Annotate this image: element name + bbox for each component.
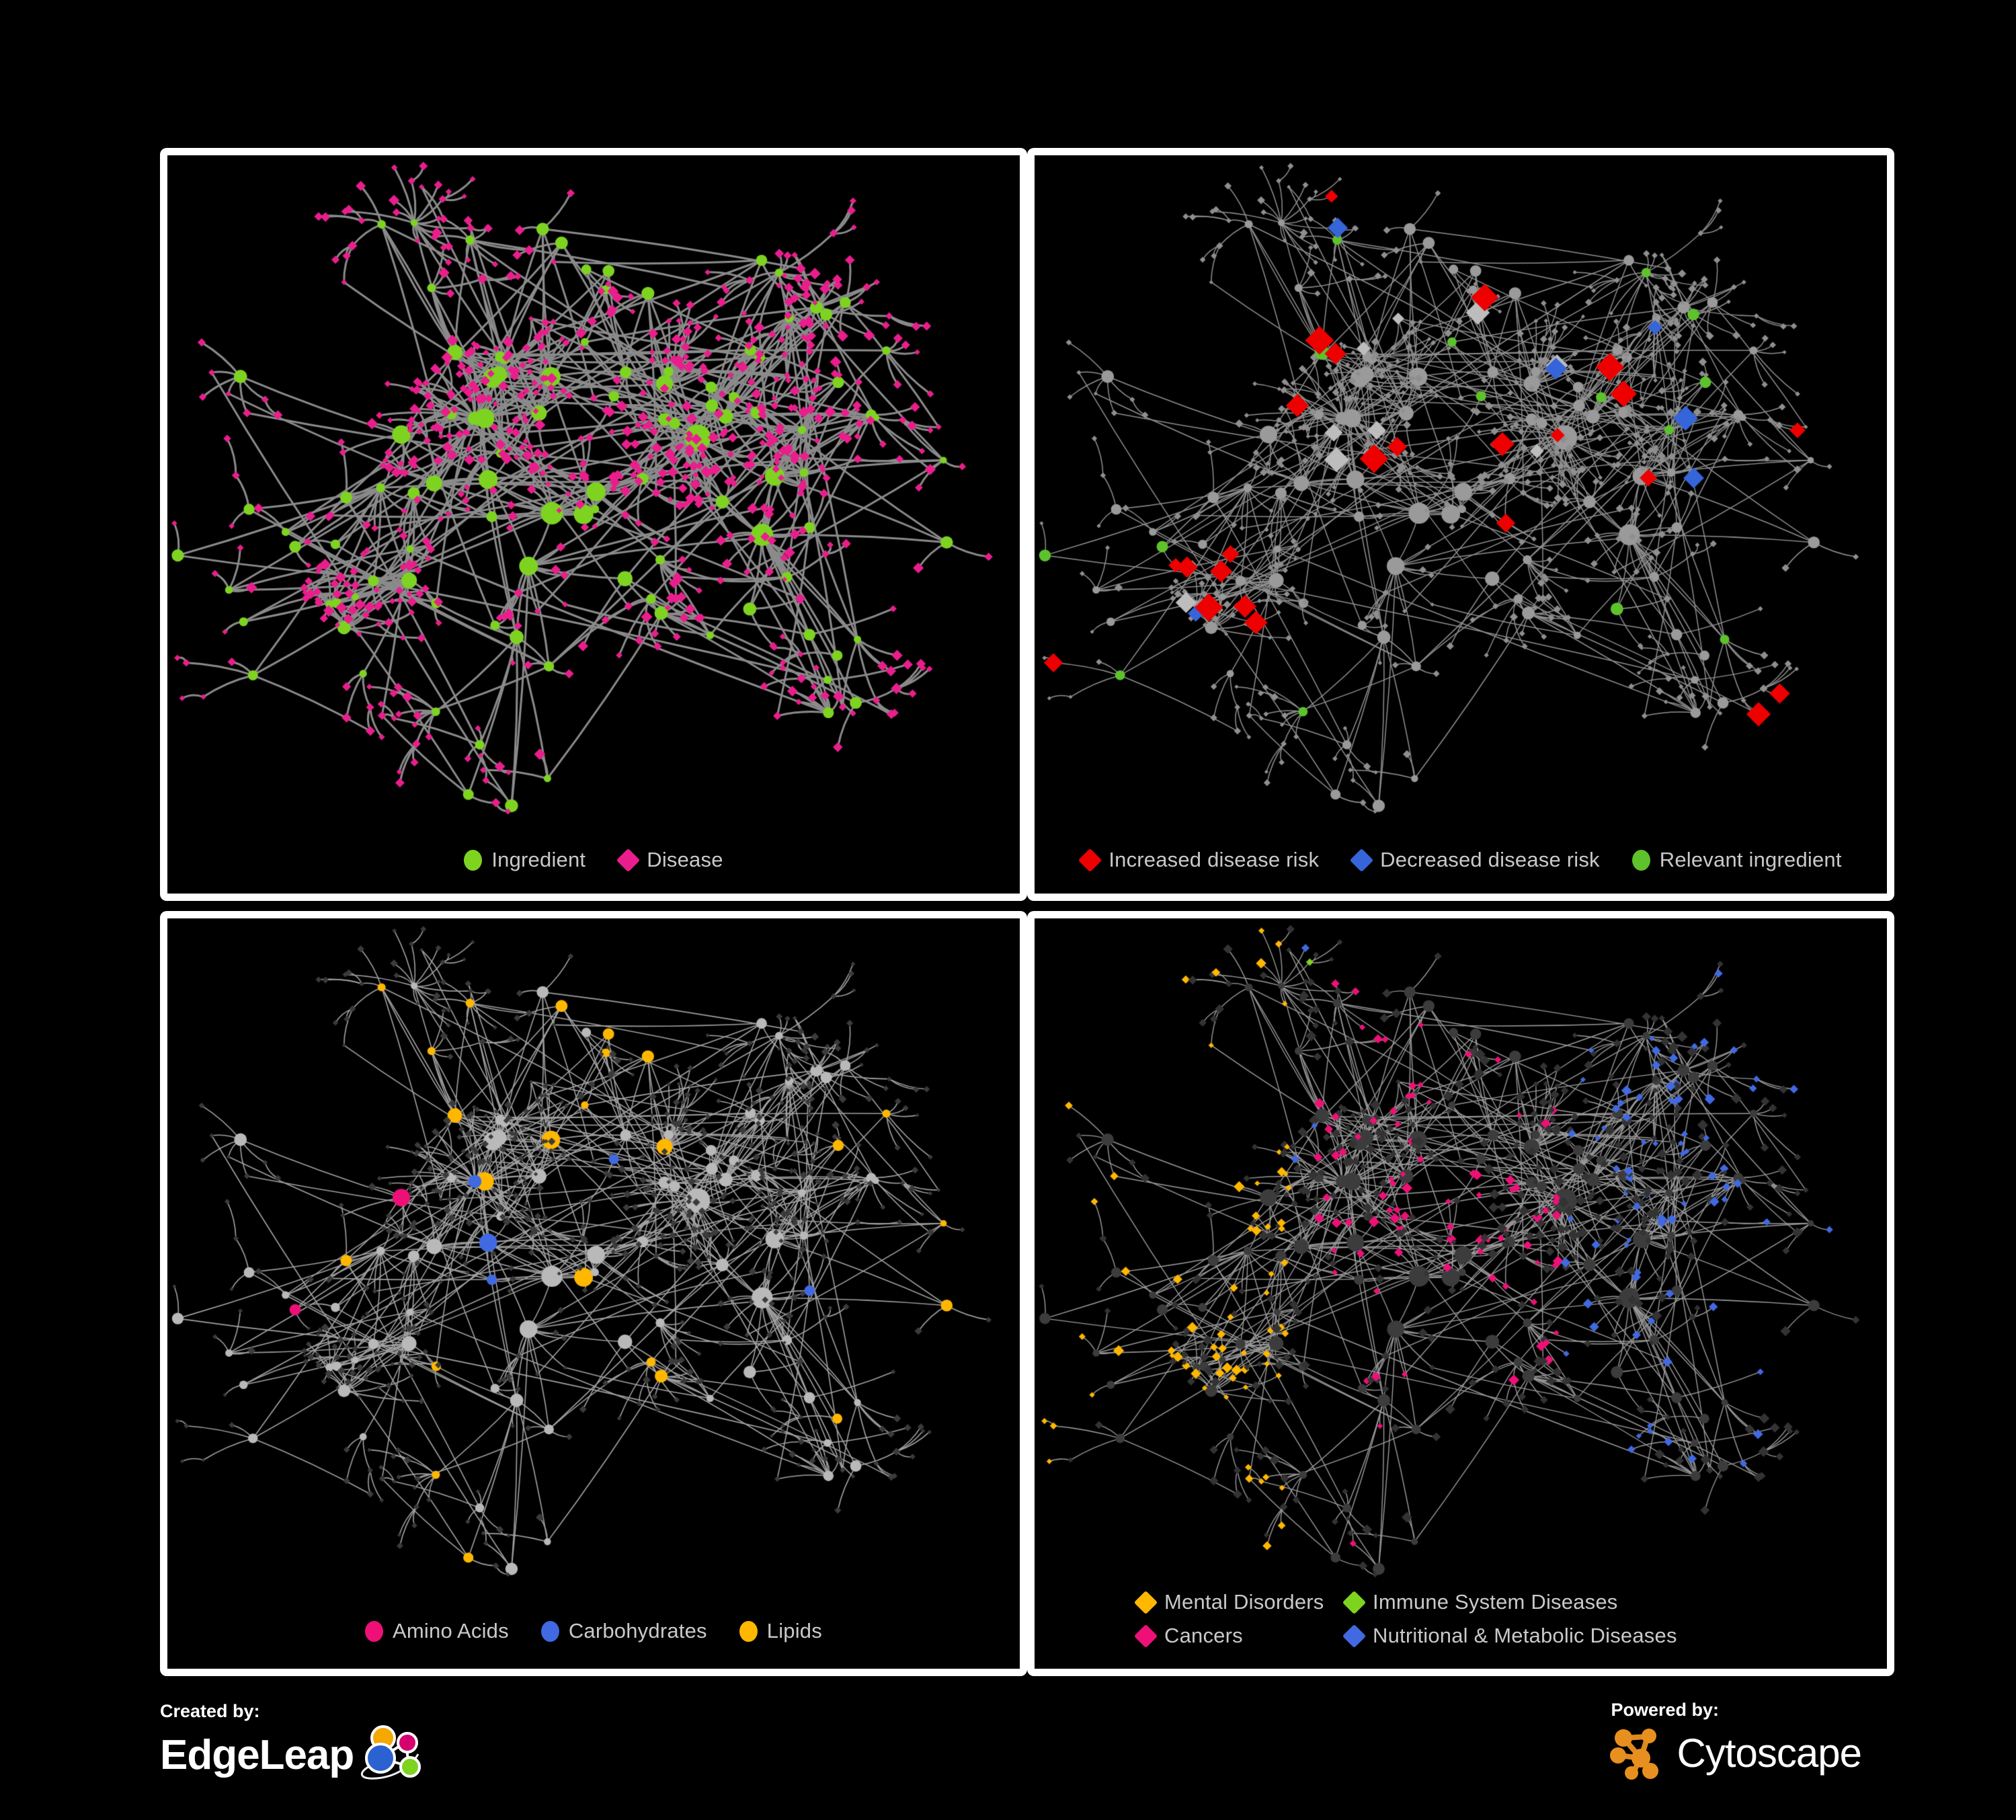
edgeleap-branding[interactable]: Created by: EdgeLeap [160,1701,429,1786]
network-canvas-2[interactable] [1035,155,1887,894]
network-canvas-3[interactable] [167,918,1020,1669]
network-canvas-1[interactable] [167,155,1020,894]
network-panel-4[interactable]: Mental Disorders Immune System Diseases Ca… [1027,911,1894,1676]
edgeleap-wordmark: EdgeLeap [160,1732,354,1778]
network-panel-3[interactable]: Amino Acids Carbohydrates Lipids [160,911,1027,1676]
cytoscape-wordmark: Cytoscape [1677,1731,1862,1776]
created-by-caption: Created by: [160,1701,260,1721]
edgeleap-network-logo-icon [354,1725,429,1786]
network-panel-2[interactable]: Increased disease risk Decreased disease … [1027,148,1894,901]
cytoscape-logo-icon [1606,1723,1670,1783]
figure-footer: Created by: EdgeLeap [0,1681,2016,1820]
cytoscape-branding[interactable]: Powered by: [1606,1700,1862,1783]
network-canvas-4[interactable] [1035,918,1887,1669]
powered-by-caption: Powered by: [1611,1700,1720,1720]
network-panel-1[interactable]: Ingredient Disease [160,148,1027,901]
